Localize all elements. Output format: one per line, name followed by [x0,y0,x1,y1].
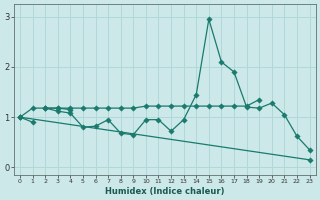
X-axis label: Humidex (Indice chaleur): Humidex (Indice chaleur) [105,187,225,196]
